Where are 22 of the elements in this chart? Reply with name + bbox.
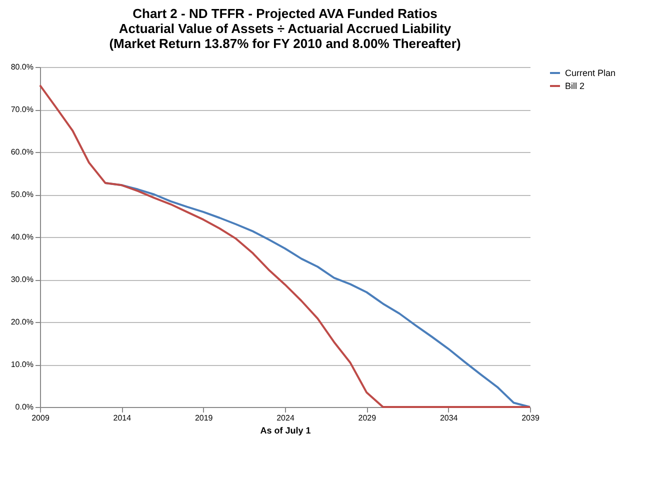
x-tick-label: 2014	[113, 414, 132, 422]
y-tick-label: 70.0%	[10, 105, 34, 114]
x-tick-label: 2039	[522, 414, 540, 422]
y-tick-label: 80.0%	[10, 62, 34, 72]
legend-label: Bill 2	[565, 81, 585, 91]
x-tick-label: 2024	[276, 414, 295, 422]
text: Actuarial Value of Assets ÷ Actuarial Accrued Liability	[118, 21, 452, 36]
y-tick-label: 0.0%	[15, 402, 34, 412]
x-tick-label: 2034	[440, 414, 458, 422]
text: (Market Return 13.87% for FY 2010 and 8.00% Thereafter)	[109, 36, 461, 51]
x-tick-label: 2019	[194, 414, 214, 422]
legend-label: Current Plan	[565, 68, 616, 78]
y-tick-label: 20.0%	[10, 318, 34, 326]
x-tick-label: 2029	[358, 414, 377, 422]
text: Chart 2 - ND TFFR - Projected AVA Funded Ratios	[132, 6, 438, 21]
x-tick-label: 2009	[32, 414, 50, 422]
y-tick-label: 10.0%	[10, 360, 34, 369]
y-tick-label: 50.0%	[10, 190, 34, 199]
y-tick-label: 30.0%	[10, 275, 34, 284]
x-axis-title: As of July 1	[260, 426, 311, 436]
y-tick-label: 60.0%	[10, 148, 34, 156]
y-tick-label: 40.0%	[10, 232, 34, 242]
